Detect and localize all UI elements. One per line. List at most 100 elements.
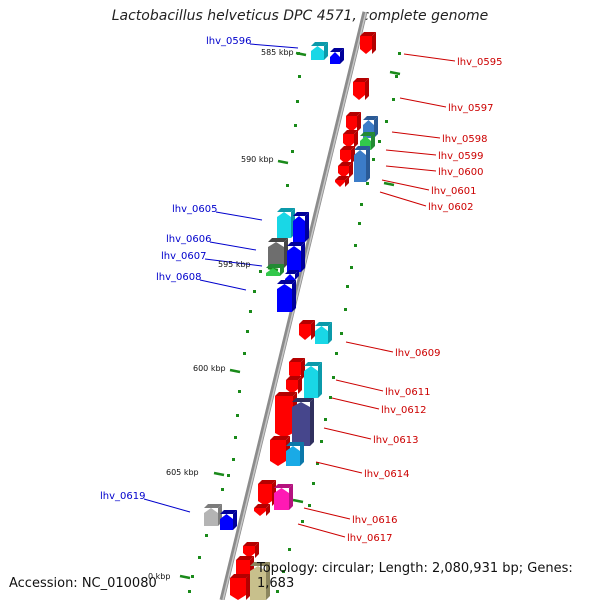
ruler-label: 0 kbp xyxy=(148,572,170,581)
gene-features xyxy=(204,32,378,600)
gene-block-top xyxy=(250,562,270,566)
gene-block-side xyxy=(357,112,361,132)
tick-dot xyxy=(198,556,201,559)
gene-block-top xyxy=(363,116,378,120)
gene-block xyxy=(243,546,255,558)
gene-block-top xyxy=(353,78,369,82)
gene-block xyxy=(250,566,266,600)
gene-block xyxy=(254,508,266,516)
topology-text: Topology: circular; Length: 2,080,931 bp… xyxy=(257,561,573,591)
ruler-label: 600 kbp xyxy=(193,364,226,373)
tick-dot xyxy=(232,458,235,461)
tick-dot xyxy=(354,244,357,247)
kbp-major-tick xyxy=(389,70,401,76)
gene-block-side xyxy=(328,322,332,344)
tick-dot xyxy=(221,488,224,491)
tick-dot xyxy=(227,474,230,477)
gene-block xyxy=(277,212,291,238)
gene-block-side xyxy=(366,146,370,182)
gene-label-lhv_0614: lhv_0614 xyxy=(364,469,409,480)
tick-dot xyxy=(360,203,363,206)
gene-block-top xyxy=(220,510,237,514)
gene-block xyxy=(220,514,233,530)
map-title: Lactobacillus helveticus DPC 4571, compl… xyxy=(111,8,489,24)
gene-block-side xyxy=(305,212,309,242)
gene-block-top xyxy=(354,146,370,150)
leader-line xyxy=(249,43,299,49)
gene-block-top xyxy=(286,376,302,380)
gene-block xyxy=(277,284,292,312)
kbp-major-tick xyxy=(213,471,225,477)
leader-line xyxy=(209,241,257,251)
gene-block xyxy=(274,488,289,510)
gene-block xyxy=(354,150,366,182)
gene-block-side xyxy=(233,510,237,530)
gene-block-top xyxy=(338,162,353,166)
gene-block-side xyxy=(349,162,353,178)
gene-label-lhv_0600: lhv_0600 xyxy=(438,167,483,178)
gene-block-side xyxy=(340,48,344,64)
gene-label-lhv_0601: lhv_0601 xyxy=(431,186,476,197)
gene-label-lhv_0619: lhv_0619 xyxy=(100,491,145,502)
gene-block-top xyxy=(360,132,375,136)
tick-dot xyxy=(236,414,239,417)
leader-line xyxy=(399,97,447,108)
gene-block xyxy=(268,242,284,268)
tick-dot xyxy=(286,184,289,187)
tick-dot xyxy=(249,310,252,313)
gene-block-side xyxy=(266,562,270,600)
gene-label-lhv_0613: lhv_0613 xyxy=(373,435,418,446)
gene-block-top xyxy=(266,264,284,268)
tick-dot xyxy=(291,150,294,153)
gene-block-top xyxy=(277,208,295,212)
gene-block xyxy=(311,46,324,60)
tick-dot xyxy=(312,482,315,485)
ruler-label: 595 kbp xyxy=(218,260,251,269)
gene-label-lhv_0598: lhv_0598 xyxy=(442,134,487,145)
gene-block-top xyxy=(275,392,297,396)
gene-label-lhv_0607: lhv_0607 xyxy=(161,251,206,262)
gene-block xyxy=(330,52,340,64)
tick-dot xyxy=(332,376,335,379)
kbp-major-tick xyxy=(383,181,395,187)
gene-block-top xyxy=(292,398,314,402)
tick-dot xyxy=(308,504,311,507)
leader-line xyxy=(385,149,437,156)
gene-block xyxy=(266,268,280,276)
kbp-major-tick xyxy=(292,498,304,504)
leader-line xyxy=(391,131,441,139)
leader-line xyxy=(331,397,380,410)
kbp-major-tick xyxy=(229,368,241,374)
gene-block-top xyxy=(230,574,250,578)
gene-label-lhv_0616: lhv_0616 xyxy=(352,515,397,526)
tick-dot xyxy=(246,330,249,333)
gene-label-lhv_0609: lhv_0609 xyxy=(395,348,440,359)
gene-block-side xyxy=(365,78,369,100)
gene-block-side xyxy=(318,362,322,398)
label-leaders xyxy=(143,43,456,538)
gene-block xyxy=(353,82,365,100)
gene-block-top xyxy=(268,238,288,242)
leader-line xyxy=(335,379,384,392)
leader-line xyxy=(381,179,430,191)
leader-line xyxy=(297,523,346,538)
gene-block-top xyxy=(204,504,222,508)
gene-block-top xyxy=(274,484,293,488)
tick-dot xyxy=(238,390,241,393)
tick-dot xyxy=(243,352,246,355)
gene-block xyxy=(204,508,218,526)
tick-dot xyxy=(234,436,237,439)
gene-block-top xyxy=(340,146,355,150)
tick-dot xyxy=(340,332,343,335)
tick-dot xyxy=(259,270,262,273)
gene-block xyxy=(315,326,328,344)
tick-dot xyxy=(344,308,347,311)
gene-block-top xyxy=(277,280,296,284)
gene-label-lhv_0617: lhv_0617 xyxy=(347,533,392,544)
gene-label-lhv_0608: lhv_0608 xyxy=(156,272,201,283)
gene-block xyxy=(285,274,295,280)
gene-block-top xyxy=(293,212,309,216)
gene-block-top xyxy=(346,112,361,116)
